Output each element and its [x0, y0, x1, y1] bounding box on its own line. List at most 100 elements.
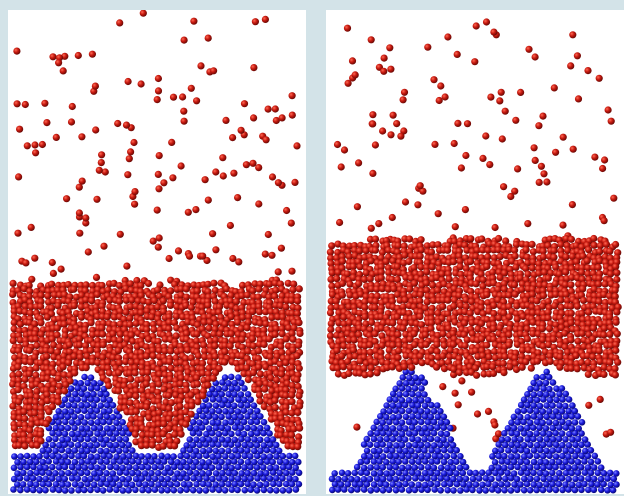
- red-scatter-particles-right: [333, 18, 618, 443]
- particle: [143, 403, 151, 411]
- particle: [466, 469, 474, 477]
- particle: [472, 469, 479, 477]
- particle: [144, 453, 152, 460]
- particle: [294, 304, 302, 312]
- particle: [434, 424, 441, 431]
- particle: [538, 325, 547, 333]
- particle: [386, 44, 394, 52]
- particle: [406, 235, 414, 243]
- particle: [166, 382, 174, 391]
- particle: [55, 486, 63, 494]
- particle: [555, 413, 563, 421]
- particle: [43, 391, 51, 399]
- particle: [114, 347, 122, 355]
- particle: [279, 475, 286, 482]
- particle: [224, 425, 232, 432]
- particle: [514, 441, 521, 449]
- particle: [123, 469, 130, 477]
- particle: [524, 391, 531, 398]
- particle: [154, 243, 162, 251]
- particle: [565, 442, 573, 449]
- particle: [228, 407, 235, 415]
- particle: [131, 364, 139, 372]
- particle: [90, 481, 98, 489]
- particle: [510, 424, 518, 432]
- particle: [199, 436, 207, 443]
- particle: [421, 402, 429, 410]
- particle: [215, 430, 223, 438]
- particle: [277, 244, 285, 252]
- particle: [604, 475, 611, 482]
- particle: [373, 464, 381, 471]
- particle: [222, 453, 229, 460]
- particle: [295, 285, 303, 293]
- particle: [48, 258, 56, 267]
- particle: [571, 486, 579, 494]
- particle: [244, 480, 251, 488]
- particle: [190, 463, 197, 471]
- particle: [513, 430, 521, 438]
- particle: [42, 346, 50, 355]
- particle: [218, 481, 226, 488]
- particle: [125, 155, 133, 163]
- particle: [110, 279, 118, 287]
- particle: [393, 442, 400, 449]
- particle: [378, 285, 386, 293]
- particle: [97, 413, 104, 420]
- particle: [76, 229, 84, 237]
- particle: [105, 369, 113, 377]
- particle: [596, 242, 604, 250]
- particle: [479, 282, 487, 290]
- particle: [546, 441, 553, 448]
- particle: [289, 335, 297, 343]
- particle: [449, 340, 457, 349]
- particle: [222, 408, 229, 415]
- particle: [240, 430, 248, 438]
- particle: [378, 341, 386, 350]
- particle: [456, 464, 464, 472]
- particle: [59, 436, 66, 444]
- particle: [204, 288, 212, 296]
- particle: [559, 133, 567, 141]
- particle: [402, 352, 410, 360]
- particle: [505, 447, 512, 454]
- particle: [582, 447, 589, 455]
- particle: [526, 486, 534, 494]
- particle: [154, 388, 162, 396]
- particle: [369, 169, 377, 177]
- particle: [182, 386, 190, 394]
- particle: [450, 487, 457, 494]
- particle: [45, 458, 52, 465]
- particle: [254, 452, 261, 460]
- particle: [212, 424, 220, 432]
- particle: [357, 480, 364, 488]
- particle: [392, 486, 400, 494]
- particle: [256, 481, 264, 489]
- particle: [569, 402, 576, 409]
- particle: [199, 359, 207, 367]
- particle: [477, 270, 485, 278]
- particle: [241, 464, 248, 471]
- particle: [225, 380, 232, 387]
- particle: [74, 475, 81, 482]
- particle: [517, 446, 525, 454]
- particle: [363, 458, 371, 465]
- particle: [183, 452, 191, 460]
- particle: [55, 442, 63, 449]
- particle: [437, 441, 444, 449]
- particle: [562, 469, 570, 477]
- particle: [101, 168, 109, 176]
- particle: [402, 447, 409, 455]
- particle: [379, 487, 387, 494]
- particle: [574, 95, 583, 103]
- particle: [155, 234, 163, 242]
- particle: [10, 475, 18, 483]
- particle: [254, 407, 261, 415]
- particle: [512, 365, 521, 374]
- particle: [272, 464, 280, 472]
- particle: [612, 240, 620, 249]
- particle: [577, 464, 585, 471]
- particle: [132, 392, 140, 400]
- particle: [489, 453, 496, 460]
- particle: [154, 337, 162, 345]
